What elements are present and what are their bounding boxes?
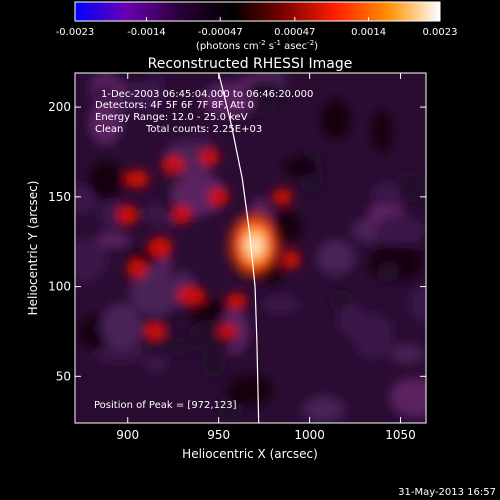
chart-title: Reconstructed RHESSI Image bbox=[148, 56, 353, 72]
heatmap-blob bbox=[282, 157, 316, 177]
heatmap-blob bbox=[217, 325, 238, 338]
heatmap-blob bbox=[117, 204, 138, 225]
heatmap-blob bbox=[142, 355, 169, 373]
heatmap-blob bbox=[282, 250, 301, 269]
heatmap-blob bbox=[377, 261, 401, 283]
colorbar-tick-label: 0.0014 bbox=[351, 27, 386, 38]
heatmap-blob bbox=[109, 73, 164, 115]
info-detectors: Detectors: 4F 5F 6F 7F 8F, Att 0 bbox=[95, 100, 254, 111]
heatmap-blob bbox=[371, 110, 392, 153]
info-time-range: 1-Dec-2003 06:45:04.000 to 06:46:20.000 bbox=[101, 89, 313, 100]
colorbar-tick-label: -0.0023 bbox=[56, 27, 95, 38]
y-axis-tick-label: 150 bbox=[48, 190, 71, 204]
colorbar-units: (photons cm-2 s-1 asec-2) bbox=[196, 39, 318, 52]
x-axis-tick-label: 1000 bbox=[294, 428, 325, 442]
heatmap-blob bbox=[372, 181, 402, 206]
heatmap-blob bbox=[177, 286, 206, 305]
heatmap-blob bbox=[246, 80, 283, 102]
heatmap-blob bbox=[320, 98, 351, 140]
heatmap-blob bbox=[173, 205, 192, 224]
axis-ticks: 900 950 1000 1050 50 100 150 200 bbox=[48, 73, 426, 442]
heatmap-blob bbox=[75, 239, 108, 283]
heatmap-blob bbox=[227, 374, 273, 406]
heatmap-blob bbox=[88, 99, 123, 146]
heatmap-blob bbox=[88, 161, 124, 199]
heatmap-blob bbox=[126, 259, 147, 278]
info-clean-label: Clean bbox=[95, 124, 123, 135]
info-total-counts: Total counts: 2.25E+03 bbox=[145, 124, 262, 135]
observation-info: 1-Dec-2003 06:45:04.000 to 06:46:20.000 … bbox=[95, 89, 313, 135]
heatmap-blob bbox=[97, 200, 126, 229]
heatmap-blob bbox=[148, 237, 173, 258]
colorbar: -0.0023 -0.0014 -0.00047 0.00047 0.0014 0.002… bbox=[56, 1, 458, 52]
heatmap-blob bbox=[161, 156, 186, 173]
heatmap-blob bbox=[261, 294, 300, 314]
heatmap-blob bbox=[373, 215, 426, 246]
peak-position-label: Position of Peak = [972,123] bbox=[94, 400, 237, 411]
y-axis-tick-label: 200 bbox=[48, 100, 71, 114]
heatmap-blob bbox=[170, 173, 227, 216]
colorbar-tick-label: 0.0023 bbox=[423, 27, 458, 38]
y-axis-tick-label: 50 bbox=[56, 369, 71, 383]
solar-limb-line bbox=[218, 73, 260, 423]
heatmap-blob bbox=[145, 323, 166, 340]
colorbar-tick-label: -0.00047 bbox=[198, 27, 243, 38]
colorbar-bar bbox=[74, 1, 441, 22]
footer-timestamp: 31-May-2013 16:57 bbox=[398, 487, 496, 498]
colorbar-tick-label: 0.00047 bbox=[274, 27, 315, 38]
plot-frame bbox=[74, 72, 427, 424]
x-axis-tick-label: 900 bbox=[116, 428, 139, 442]
heatmap-blob bbox=[352, 313, 394, 359]
y-axis-tick-label: 100 bbox=[48, 280, 71, 294]
heatmap-blob bbox=[95, 232, 131, 249]
colorbar-tick-label: -0.0014 bbox=[127, 27, 166, 38]
x-axis-label: Heliocentric X (arcsec) bbox=[182, 447, 318, 461]
x-axis-tick-label: 950 bbox=[207, 428, 230, 442]
info-energy-range: Energy Range: 12.0 - 25.0 keV bbox=[95, 112, 248, 123]
heatmap-blob bbox=[208, 187, 229, 206]
heatmap-blob bbox=[316, 239, 356, 276]
heatmap-peak bbox=[230, 215, 279, 276]
heatmap-blob bbox=[124, 169, 149, 188]
colorbar-ticks: -0.0023 -0.0014 -0.00047 0.00047 0.0014 0.002… bbox=[56, 17, 458, 38]
heatmap-blob bbox=[389, 344, 425, 364]
y-axis-label: Heliocentric Y (arcsec) bbox=[26, 181, 40, 316]
heatmap-blob bbox=[129, 269, 182, 316]
heatmap-blob bbox=[302, 396, 345, 423]
heatmap-blob bbox=[389, 377, 426, 418]
heatmap-blob bbox=[226, 292, 247, 309]
heatmap-blob bbox=[101, 302, 143, 350]
plot-area: 900 950 1000 1050 50 100 150 200 bbox=[48, 72, 427, 442]
heatmap-blob bbox=[199, 149, 220, 166]
heatmap-blob bbox=[409, 284, 426, 323]
heatmap-blob bbox=[268, 210, 303, 244]
heatmap-blob bbox=[272, 188, 293, 205]
x-axis-tick-label: 1050 bbox=[385, 428, 416, 442]
heatmap-blob bbox=[111, 73, 154, 83]
heatmap-blob bbox=[200, 350, 227, 378]
